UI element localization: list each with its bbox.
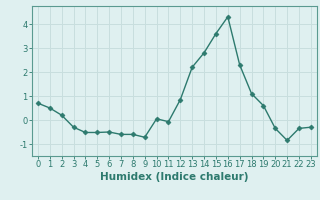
- X-axis label: Humidex (Indice chaleur): Humidex (Indice chaleur): [100, 172, 249, 182]
